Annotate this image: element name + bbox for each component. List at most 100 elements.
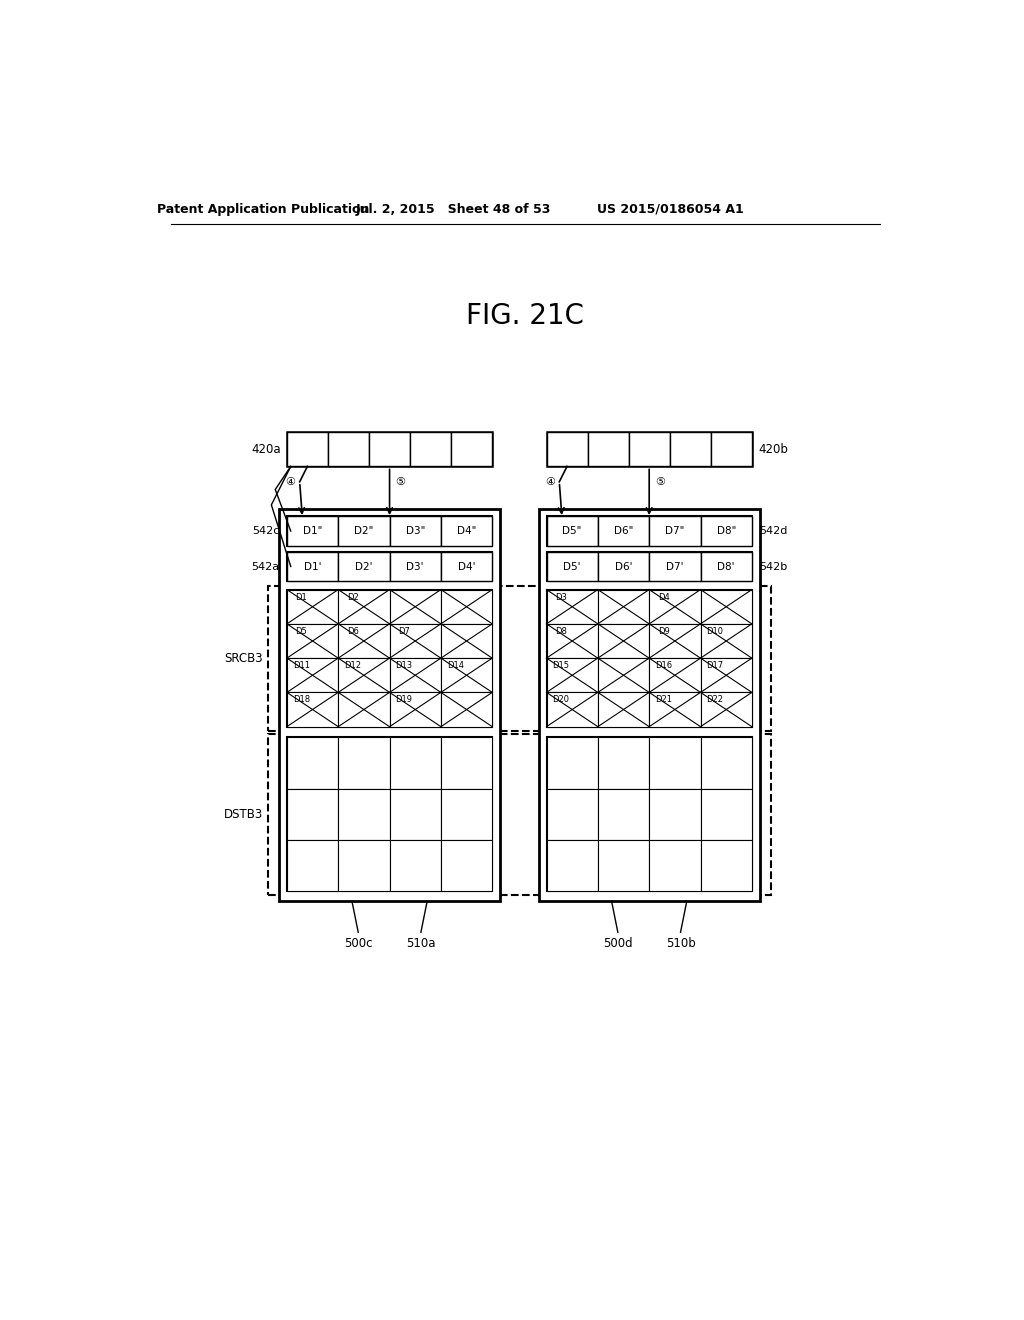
Text: D3": D3"	[406, 527, 425, 536]
Bar	[441, 840, 493, 891]
Bar	[410, 432, 452, 466]
Bar	[287, 432, 328, 466]
Text: D3': D3'	[407, 561, 424, 572]
Bar	[389, 516, 441, 545]
Text: D7": D7"	[666, 527, 685, 536]
Text: 500d: 500d	[603, 936, 633, 949]
Bar	[328, 432, 369, 466]
Bar	[598, 516, 649, 545]
Text: 542c: 542c	[252, 527, 280, 536]
Text: D14: D14	[446, 661, 464, 671]
Bar	[287, 789, 338, 840]
Bar	[598, 840, 649, 891]
Text: D8": D8"	[717, 527, 736, 536]
Bar	[287, 432, 493, 466]
Text: D7: D7	[398, 627, 410, 636]
Bar	[700, 590, 752, 624]
Bar	[389, 624, 441, 659]
Text: D5': D5'	[563, 561, 581, 572]
Text: D2": D2"	[354, 527, 374, 536]
Bar	[649, 738, 700, 789]
Bar	[389, 738, 441, 789]
Text: D12: D12	[344, 661, 361, 671]
Text: SRCB3: SRCB3	[224, 652, 263, 665]
Bar	[547, 738, 752, 891]
Text: 420a: 420a	[251, 442, 281, 455]
Bar	[452, 432, 493, 466]
Text: D2: D2	[347, 593, 358, 602]
Bar	[649, 516, 700, 545]
Bar	[547, 432, 588, 466]
Bar	[338, 516, 389, 545]
Bar	[547, 432, 752, 466]
Text: ⑤: ⑤	[655, 477, 665, 487]
Text: Jul. 2, 2015   Sheet 48 of 53: Jul. 2, 2015 Sheet 48 of 53	[355, 203, 551, 215]
Bar	[598, 789, 649, 840]
Text: D4": D4"	[457, 527, 476, 536]
Text: D22: D22	[707, 696, 723, 705]
Text: D9: D9	[657, 627, 670, 636]
Bar	[547, 516, 598, 545]
Bar	[287, 693, 338, 726]
Bar	[338, 552, 389, 581]
Bar	[389, 840, 441, 891]
Bar	[389, 590, 441, 624]
Text: 542a: 542a	[251, 561, 280, 572]
Bar	[598, 624, 649, 659]
Bar	[700, 840, 752, 891]
Bar	[287, 516, 493, 545]
Bar	[441, 624, 493, 659]
Bar	[338, 624, 389, 659]
Bar	[547, 590, 752, 726]
Bar	[547, 693, 598, 726]
Bar	[287, 516, 338, 545]
Text: D19: D19	[395, 696, 413, 705]
Bar	[287, 738, 338, 789]
Bar	[441, 516, 493, 545]
Bar	[267, 586, 771, 730]
Text: D17: D17	[707, 661, 724, 671]
Text: 542b: 542b	[760, 561, 787, 572]
Bar	[389, 659, 441, 693]
Bar	[670, 432, 711, 466]
Bar	[389, 552, 441, 581]
Bar	[547, 840, 598, 891]
Text: 510b: 510b	[666, 936, 695, 949]
Bar	[547, 738, 598, 789]
Text: 510a: 510a	[407, 936, 435, 949]
Bar	[547, 789, 598, 840]
Text: D11: D11	[293, 661, 309, 671]
Text: D5": D5"	[562, 527, 582, 536]
Text: D6": D6"	[613, 527, 633, 536]
Bar	[287, 738, 493, 891]
Text: Patent Application Publication: Patent Application Publication	[158, 203, 370, 215]
Bar	[700, 659, 752, 693]
Text: D5: D5	[295, 627, 307, 636]
Text: 420b: 420b	[758, 442, 787, 455]
Bar	[287, 659, 338, 693]
Text: 500c: 500c	[344, 936, 373, 949]
Bar	[649, 624, 700, 659]
Bar	[598, 552, 649, 581]
Bar	[539, 508, 760, 902]
Bar	[649, 693, 700, 726]
Bar	[441, 659, 493, 693]
Bar	[338, 693, 389, 726]
Bar	[598, 738, 649, 789]
Text: US 2015/0186054 A1: US 2015/0186054 A1	[597, 203, 743, 215]
Bar	[280, 508, 500, 902]
Bar	[547, 552, 598, 581]
Bar	[629, 432, 670, 466]
Text: D18: D18	[293, 696, 310, 705]
Bar	[287, 624, 338, 659]
Bar	[547, 516, 752, 545]
Bar	[441, 590, 493, 624]
Text: D15: D15	[552, 661, 569, 671]
Text: D6: D6	[347, 627, 358, 636]
Bar	[700, 693, 752, 726]
Text: D7': D7'	[666, 561, 684, 572]
Bar	[588, 432, 629, 466]
Text: DSTB3: DSTB3	[223, 808, 263, 821]
Text: D8: D8	[555, 627, 567, 636]
Bar	[287, 552, 493, 581]
